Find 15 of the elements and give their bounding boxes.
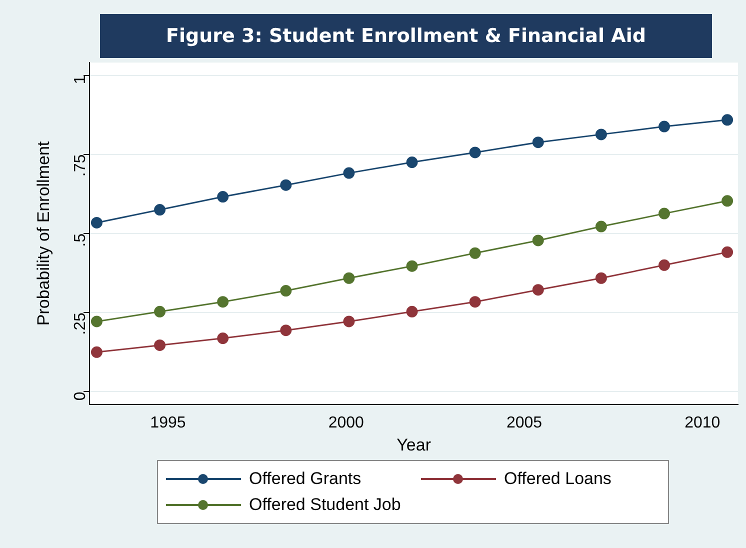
y-tick-label: .25	[72, 312, 90, 335]
y-tick-label: .5	[72, 233, 90, 247]
y-tick-label: 1	[72, 75, 90, 84]
y-tick-label: 0	[72, 392, 90, 401]
legend-label: Offered Grants	[249, 469, 362, 489]
y-tick-label: .75	[72, 154, 90, 177]
chart-title: Figure 3: Student Enrollment & Financial Aid	[100, 14, 712, 58]
y-axis-title: Probability of Enrollment	[34, 141, 53, 326]
x-tick-label: 2000	[328, 414, 364, 432]
x-tick-label: 2010	[684, 414, 720, 432]
legend-label: Offered Student Job	[249, 495, 401, 515]
legend-label: Offered Loans	[504, 469, 612, 489]
x-tick-label: 2005	[506, 414, 542, 432]
x-axis-title: Year	[396, 435, 432, 454]
x-tick-label: 1995	[150, 414, 186, 432]
